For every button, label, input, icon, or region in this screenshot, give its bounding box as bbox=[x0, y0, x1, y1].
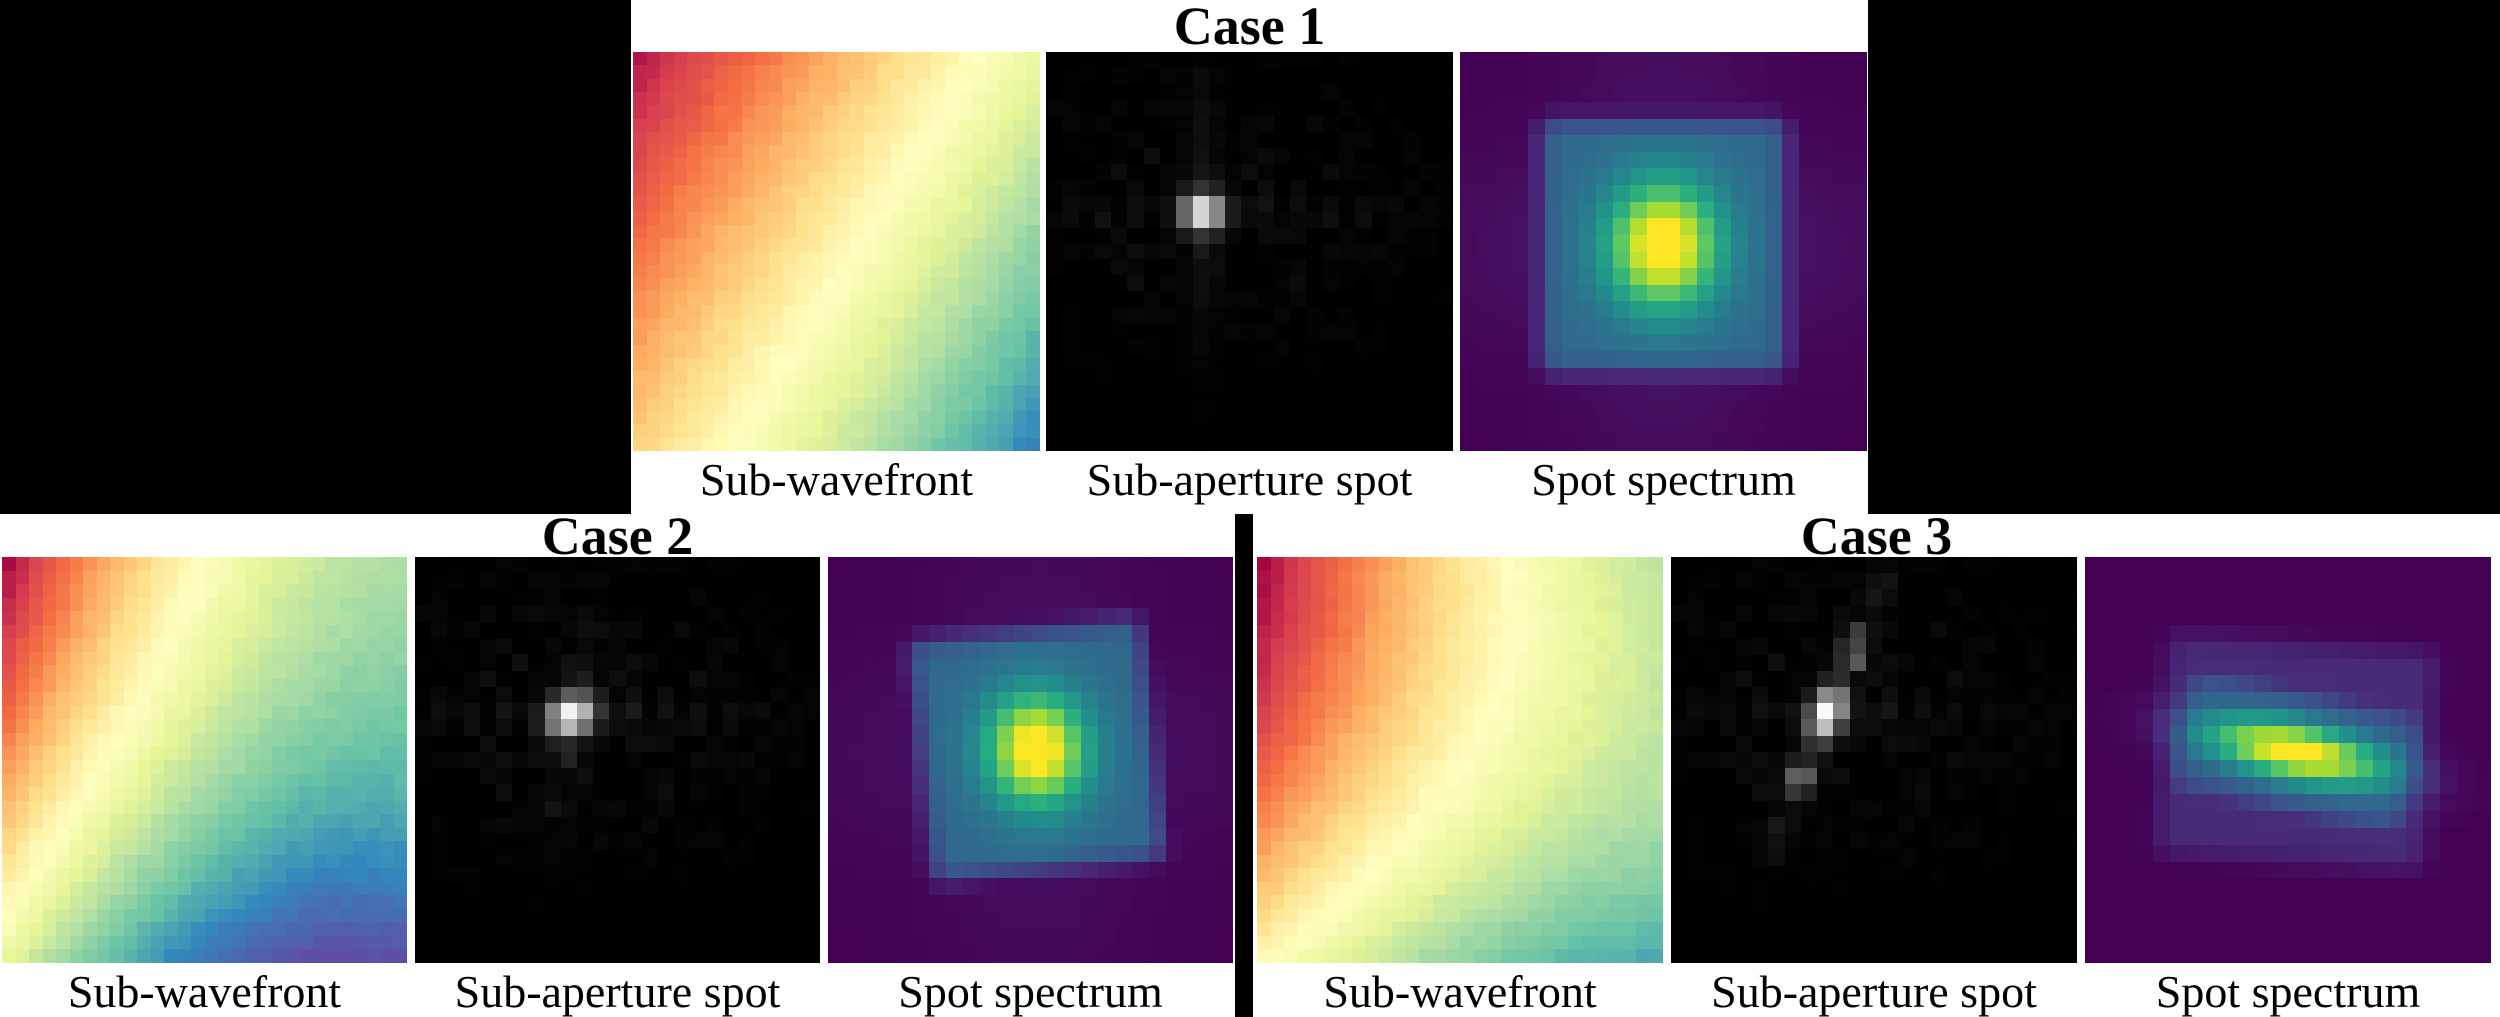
case3-sub-aperture-spot-figure: Sub-aperture spot bbox=[1671, 557, 2077, 1017]
case2-title: Case 2 bbox=[541, 506, 694, 566]
case3-sub-wavefront-heatmap bbox=[1257, 557, 1663, 963]
case-divider-bar bbox=[1235, 517, 1253, 1011]
case3-spot-spectrum-figure: Spot spectrum bbox=[2085, 557, 2491, 1017]
case1-panel: Case 1 Sub-wavefront Sub-aperture spot S… bbox=[631, 0, 1868, 514]
case3-sub-aperture-spot-label: Sub-aperture spot bbox=[1711, 966, 2037, 1017]
case2-sub-wavefront-heatmap bbox=[2, 557, 407, 963]
case1-sub-wavefront-label: Sub-wavefront bbox=[699, 454, 974, 505]
case1-sub-wavefront-heatmap bbox=[633, 52, 1040, 451]
case2-sub-wavefront-label: Sub-wavefront bbox=[67, 966, 342, 1017]
case3-spot-spectrum-heatmap bbox=[2085, 557, 2491, 963]
case3-sub-wavefront-figure: Sub-wavefront bbox=[1257, 557, 1663, 1017]
case1-title: Case 1 bbox=[1173, 0, 1326, 56]
case2-sub-aperture-spot-heatmap bbox=[415, 557, 820, 963]
case2-spot-spectrum-figure: Spot spectrum bbox=[828, 557, 1233, 1017]
case2-sub-wavefront-figure: Sub-wavefront bbox=[2, 557, 407, 1017]
case1-sub-aperture-spot-figure: Sub-aperture spot bbox=[1046, 52, 1453, 505]
case3-panel: Case 3 Sub-wavefront Sub-aperture spot S… bbox=[1253, 509, 2500, 1017]
case1-spot-spectrum-heatmap bbox=[1460, 52, 1867, 451]
case3-sub-wavefront-label: Sub-wavefront bbox=[1323, 966, 1597, 1017]
case1-sub-aperture-spot-heatmap bbox=[1046, 52, 1453, 451]
case2-sub-aperture-spot-label: Sub-aperture spot bbox=[454, 966, 781, 1017]
case2-spot-spectrum-heatmap bbox=[828, 557, 1233, 963]
case3-sub-aperture-spot-heatmap bbox=[1671, 557, 2077, 963]
case1-spot-spectrum-label: Spot spectrum bbox=[1531, 454, 1796, 505]
case1-sub-wavefront-figure: Sub-wavefront bbox=[633, 52, 1040, 505]
case3-title: Case 3 bbox=[1800, 506, 1953, 566]
case2-spot-spectrum-label: Spot spectrum bbox=[898, 966, 1163, 1017]
case1-spot-spectrum-figure: Spot spectrum bbox=[1460, 52, 1867, 505]
case2-sub-aperture-spot-figure: Sub-aperture spot bbox=[415, 557, 820, 1017]
case2-panel: Case 2 Sub-wavefront Sub-aperture spot S… bbox=[0, 509, 1235, 1017]
case3-spot-spectrum-label: Spot spectrum bbox=[2155, 966, 2421, 1017]
case1-sub-aperture-spot-label: Sub-aperture spot bbox=[1086, 454, 1413, 505]
